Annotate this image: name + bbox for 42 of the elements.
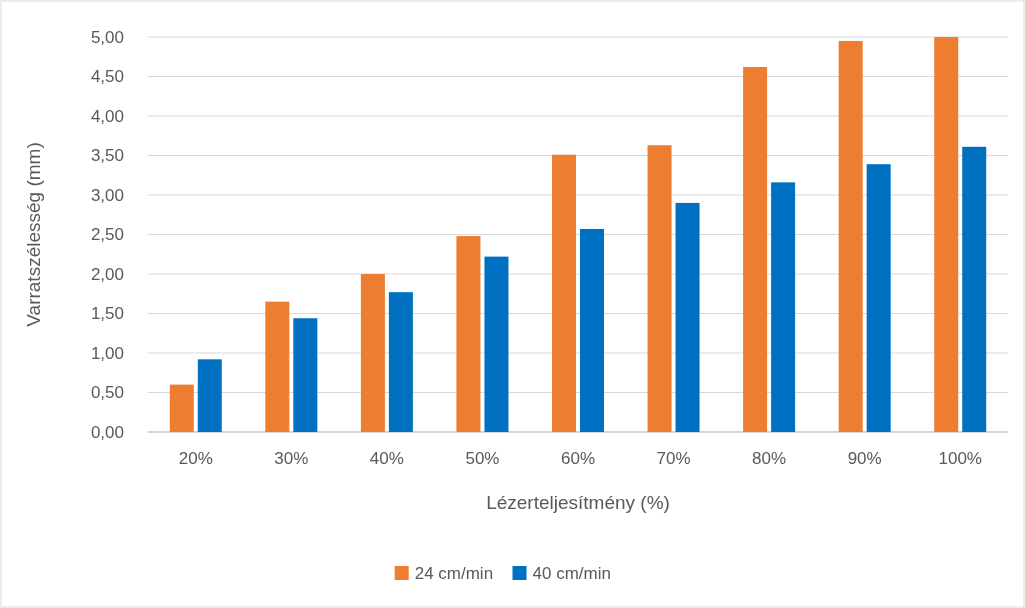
x-tick-label: 70% [656,449,691,468]
bar [388,292,413,432]
x-tick-label: 80% [752,449,787,468]
bar [743,67,768,432]
y-tick-label: 2,00 [90,264,124,284]
bar [456,236,481,432]
bar [169,384,194,432]
x-tick-label: 100% [938,449,982,468]
bar [771,182,796,432]
y-axis-title: Varratszélesség (mm) [23,142,44,327]
y-tick-label: 1,00 [90,343,124,363]
y-tick-label: 1,50 [90,304,124,324]
y-tick-label: 4,50 [90,67,124,87]
y-tick-label: 2,50 [90,225,124,245]
bar [934,37,959,432]
y-tick-label: 0,00 [90,422,124,442]
y-tick-label: 0,50 [90,383,124,403]
y-tick-label: 3,00 [90,185,124,205]
y-tick-label: 3,50 [90,146,124,166]
x-tick-label: 90% [847,449,882,468]
bar [293,318,318,432]
bar [580,228,604,432]
legend-label: 40 cm/min [532,563,611,583]
x-tick-label: 40% [369,449,404,468]
bar [360,274,385,432]
bar [484,256,509,432]
bar [552,154,576,432]
bar [197,359,222,432]
bar [647,145,672,432]
bar [265,301,290,432]
y-tick-label: 5,00 [90,27,124,47]
y-tick-label: 4,00 [90,106,124,126]
bar [675,202,700,432]
x-tick-label: 30% [274,449,309,468]
x-tick-label: 50% [465,449,500,468]
x-tick-label: 60% [560,449,596,468]
bar [962,146,987,432]
x-tick-label: 20% [178,449,213,468]
bar [866,164,891,432]
x-axis-title: Lézerteljesítmény (%) [486,492,670,513]
legend-label: 24 cm/min [414,563,494,583]
bar [838,40,863,432]
